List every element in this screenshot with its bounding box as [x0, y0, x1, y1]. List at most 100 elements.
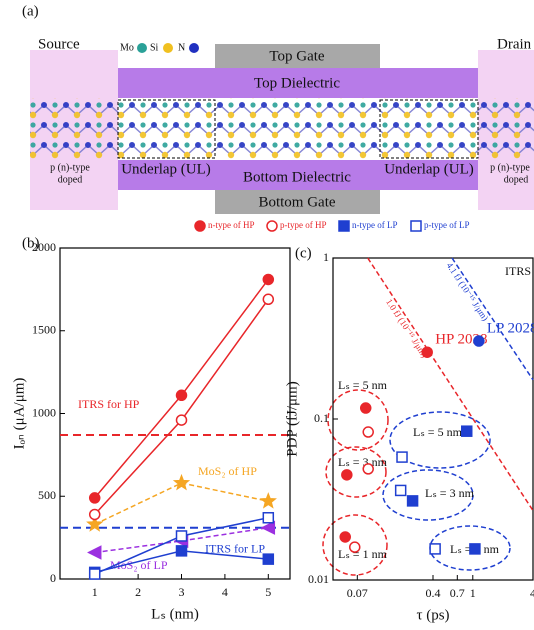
annotation: Lₛ = 5 nm	[413, 425, 463, 439]
x-tick-label: 4	[222, 585, 228, 599]
annotation: ITRS	[505, 264, 531, 278]
x-tick-label: 0.4	[426, 586, 441, 600]
bottom-dielectric	[118, 160, 478, 190]
doped-label: doped	[58, 174, 82, 185]
underlap-box	[117, 99, 216, 159]
doped-label: p (n)-type	[490, 162, 530, 173]
x-tick-label: 0.7	[450, 586, 465, 600]
marker	[362, 463, 374, 475]
marker	[175, 414, 188, 426]
panel-label: (a)	[22, 3, 39, 19]
top-dielectric	[118, 68, 478, 98]
marker	[394, 484, 407, 497]
y-tick-label: 1000	[32, 405, 56, 419]
group-ellipse	[325, 446, 387, 498]
group-ellipse	[389, 411, 491, 469]
curve-label: MoS₂ of HP	[198, 464, 257, 478]
y-tick-label: 1	[323, 250, 329, 264]
atom-label: N	[178, 42, 185, 53]
panel-label: (b)	[22, 235, 40, 251]
marker	[172, 473, 191, 491]
marker	[469, 543, 481, 555]
atom-icon	[137, 43, 147, 53]
marker	[339, 531, 351, 543]
annotation: Lₛ = 3 nm	[338, 455, 388, 469]
marker	[359, 402, 372, 414]
target-label: LP 2028	[487, 320, 534, 336]
y-tick-label: 0	[50, 571, 56, 585]
reference-label: ITRS for LP	[205, 541, 265, 555]
x-axis-label: τ (ps)	[416, 607, 449, 623]
x-tick-label: 0.07	[347, 586, 368, 600]
curve-label: MoS₂ of LP	[110, 558, 168, 572]
legend-marker	[194, 220, 206, 232]
panel-label: (c)	[295, 245, 312, 261]
atom-label: Mo	[120, 42, 134, 53]
marker	[175, 545, 188, 557]
bottom-dielectric-label: Bottom Dielectric	[243, 169, 351, 185]
y-tick-label: 0.1	[314, 411, 329, 425]
marker	[175, 389, 188, 402]
marker	[88, 568, 101, 580]
marker	[429, 543, 441, 555]
underlap-label: Underlap (UL)	[384, 161, 474, 177]
marker	[87, 545, 102, 560]
curve	[94, 482, 269, 526]
marker	[88, 508, 101, 521]
marker	[348, 541, 361, 553]
top-gate-label: Top Gate	[269, 48, 325, 64]
marker	[262, 512, 275, 524]
marker	[396, 451, 408, 463]
bottom-gate	[215, 190, 380, 214]
group-ellipse	[322, 514, 388, 576]
atom-label: Si	[150, 42, 159, 53]
underlap-label: Underlap (UL)	[121, 161, 211, 177]
legend-marker	[410, 220, 422, 232]
marker	[260, 520, 276, 535]
y-tick-label: 1500	[32, 323, 56, 337]
reference-label: ITRS for HP	[78, 397, 140, 411]
annotation: Lₛ = 5 nm	[338, 378, 388, 392]
marker	[362, 426, 374, 438]
lattice	[30, 98, 534, 160]
legend-marker	[338, 220, 350, 232]
atom-icon	[189, 43, 199, 53]
marker	[460, 425, 473, 437]
y-tick-label: 500	[38, 488, 56, 502]
marker	[473, 335, 485, 347]
reference-line	[367, 257, 534, 511]
panel-a: (a) Source Drain Top Gate Top Dielectric…	[22, 3, 534, 214]
x-tick-label: 1	[92, 585, 98, 599]
drain-label: Drain	[497, 36, 532, 52]
marker	[259, 492, 277, 509]
top-dielectric-label: Top Dielectric	[254, 75, 340, 91]
marker	[88, 492, 101, 504]
marker	[86, 515, 104, 532]
x-tick-label: 4	[530, 586, 534, 600]
reference-line	[451, 257, 534, 381]
marker	[262, 273, 275, 286]
group-ellipse	[327, 389, 389, 451]
marker	[262, 293, 275, 306]
marker	[406, 495, 419, 507]
legend-label: n-type of HP	[208, 220, 255, 230]
marker	[262, 553, 275, 565]
curve	[94, 526, 269, 554]
y-axis-label: PDP (fJ/μm)	[284, 381, 300, 456]
legend-label: n-type of LP	[352, 220, 398, 230]
legend-label: p-type of HP	[280, 220, 327, 230]
marker	[421, 346, 433, 358]
doped-label: p (n)-type	[50, 162, 90, 173]
y-axis-label: Iₒₙ (μA/μm)	[11, 378, 27, 450]
group-ellipse	[382, 469, 474, 521]
underlap-box	[379, 99, 479, 159]
marker	[341, 469, 353, 481]
annotation: Lₛ = 1 nm	[338, 547, 388, 561]
annotation: Lₛ = 3 nm	[425, 486, 475, 500]
marker	[175, 530, 188, 542]
reference-label: 4.1 fJ (10⁻¹⁵ J/μm)	[445, 261, 491, 323]
x-tick-label: 3	[179, 585, 185, 599]
panel-c-annotations: ITRS Lₛ = 5 nm Lₛ = 3 nm Lₛ = 1 nm Lₛ = …	[322, 264, 531, 576]
legend-marker	[266, 220, 278, 232]
